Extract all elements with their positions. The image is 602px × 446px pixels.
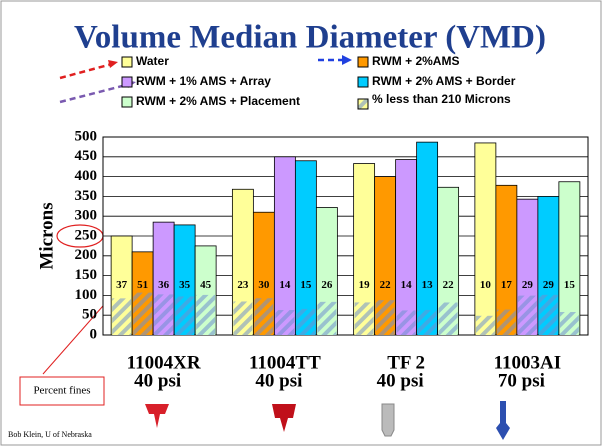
fines-label: 45 bbox=[200, 279, 212, 291]
fines-bar bbox=[538, 294, 558, 335]
y-tick-label: 250 bbox=[75, 227, 98, 243]
y-tick-label: 0 bbox=[90, 326, 98, 342]
x-tick-label: TF 2 bbox=[387, 352, 425, 373]
fines-label: 36 bbox=[158, 279, 170, 291]
y-tick-label: 300 bbox=[75, 208, 98, 224]
fines-bar bbox=[396, 310, 416, 335]
fines-bar bbox=[296, 308, 316, 335]
legend-swatch bbox=[121, 96, 133, 108]
fines-bar bbox=[438, 302, 458, 335]
x-tick-sublabel: 40 psi bbox=[255, 370, 302, 391]
fines-label: 29 bbox=[543, 279, 555, 291]
x-tick-label: 11004XR bbox=[127, 352, 201, 373]
fines-label: 15 bbox=[564, 279, 576, 291]
fines-label: 19 bbox=[359, 279, 371, 291]
fines-bar bbox=[559, 312, 579, 335]
legend-label: RWM + 2%AMS bbox=[372, 54, 459, 68]
fines-bar bbox=[254, 298, 274, 335]
y-tick-label: 400 bbox=[75, 168, 98, 184]
legend-swatch bbox=[357, 98, 369, 110]
y-tick-label: 500 bbox=[75, 128, 98, 144]
nozzle-icons bbox=[145, 401, 510, 440]
x-tick-label: 11004TT bbox=[249, 352, 321, 373]
y-tick-label: 50 bbox=[82, 307, 97, 323]
fines-bar bbox=[112, 298, 132, 335]
fines-label: 14 bbox=[401, 279, 413, 291]
fines-bar bbox=[517, 295, 537, 335]
fines-label: 26 bbox=[321, 279, 333, 291]
fines-bar bbox=[496, 309, 516, 335]
fines-label: 29 bbox=[522, 279, 534, 291]
legend-label: RWM + 1% AMS + Array bbox=[136, 74, 271, 88]
fines-label: 13 bbox=[422, 279, 434, 291]
fines-label: 51 bbox=[137, 279, 148, 291]
fines-label: 35 bbox=[179, 279, 191, 291]
bar bbox=[474, 142, 497, 336]
bar bbox=[416, 141, 439, 336]
fines-bar bbox=[475, 315, 495, 335]
legend-swatch bbox=[357, 56, 369, 68]
fines-label: 15 bbox=[300, 279, 312, 291]
fines-label: 10 bbox=[480, 279, 492, 291]
legend-label: RWM + 2% AMS + Placement bbox=[136, 94, 300, 108]
y-tick-label: 350 bbox=[75, 188, 98, 204]
fines-label: 22 bbox=[443, 279, 455, 291]
legend-label: Water bbox=[136, 54, 169, 68]
fines-bar bbox=[133, 292, 153, 335]
legend-swatch bbox=[121, 76, 133, 88]
y-tick-label: 150 bbox=[75, 267, 98, 283]
x-tick-sublabel: 70 psi bbox=[498, 370, 545, 391]
fines-bar bbox=[317, 301, 337, 335]
annotation-box bbox=[19, 376, 105, 406]
fines-label: 37 bbox=[116, 279, 128, 291]
chart-title: Volume Median Diameter (VMD) bbox=[74, 20, 546, 56]
fines-bar bbox=[375, 300, 395, 335]
fines-label: 14 bbox=[279, 279, 291, 291]
fines-label: 22 bbox=[380, 279, 392, 291]
y-tick-label: 200 bbox=[75, 247, 98, 263]
fines-bar bbox=[233, 301, 253, 335]
fines-bar bbox=[417, 309, 437, 335]
fines-bar bbox=[354, 302, 374, 335]
legend-swatch bbox=[357, 76, 369, 88]
x-tick-sublabel: 40 psi bbox=[134, 370, 181, 391]
fines-label: 23 bbox=[237, 279, 249, 291]
x-tick-label: 11003AI bbox=[494, 352, 562, 373]
y-tick-label: 450 bbox=[75, 148, 98, 164]
fines-label: 17 bbox=[501, 279, 513, 291]
fines-bar bbox=[196, 294, 216, 335]
legend-label: % less than 210 Microns bbox=[372, 92, 511, 106]
annotation: Percent fines bbox=[33, 385, 90, 397]
credit: Bob Klein, U of Nebraska bbox=[8, 430, 92, 439]
bar bbox=[273, 156, 296, 336]
fines-bar bbox=[175, 296, 195, 335]
legend-label: RWM + 2% AMS + Border bbox=[372, 74, 516, 88]
fines-bar bbox=[275, 310, 295, 335]
legend-swatch bbox=[121, 56, 133, 68]
bar bbox=[395, 159, 418, 336]
y-axis-label: Microns bbox=[36, 202, 57, 269]
x-tick-sublabel: 40 psi bbox=[377, 370, 424, 391]
y-tick-label: 100 bbox=[75, 287, 98, 303]
fines-label: 30 bbox=[258, 279, 270, 291]
fines-bar bbox=[154, 294, 174, 335]
